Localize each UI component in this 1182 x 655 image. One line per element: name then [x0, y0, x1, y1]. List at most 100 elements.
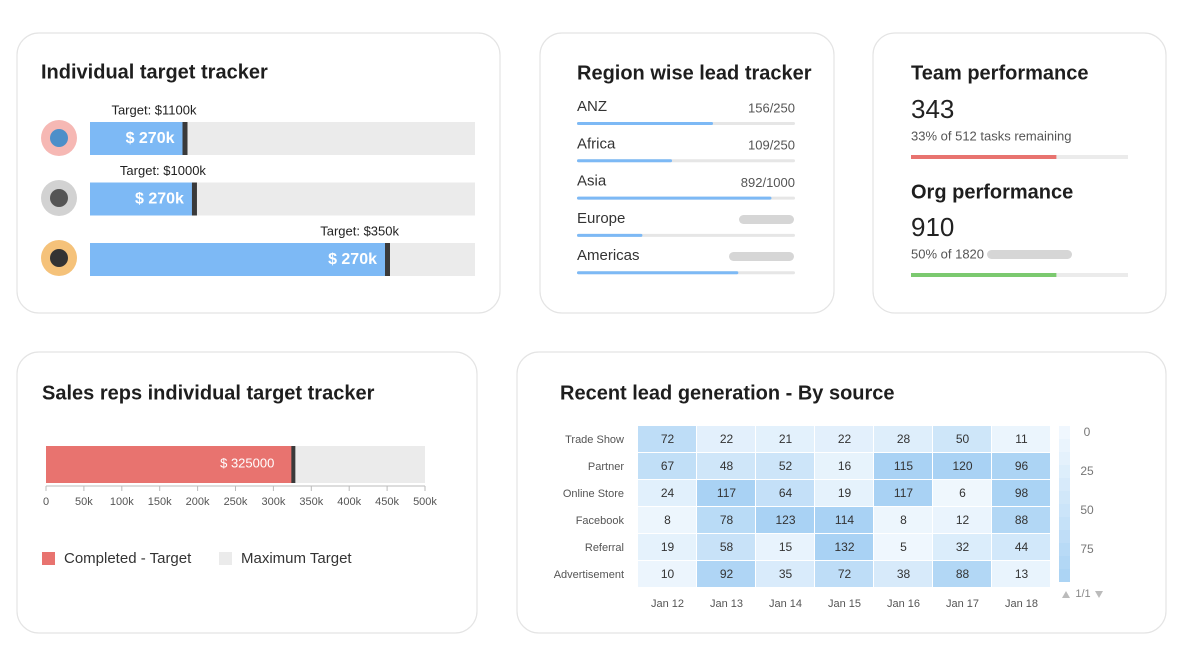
- heat-cell: [992, 426, 1050, 452]
- cell-label: 8: [900, 513, 907, 527]
- cell-label: 22: [720, 432, 734, 446]
- avatar-face: [50, 129, 68, 147]
- cell-label: 11: [1015, 432, 1028, 446]
- heat-cell: [756, 534, 814, 560]
- legend-swatch: [42, 552, 55, 565]
- value-label: $ 270k: [126, 130, 175, 147]
- cell-label: 15: [779, 540, 793, 554]
- colorbar-segment: [1059, 452, 1070, 465]
- legend-swatch: [219, 552, 232, 565]
- target-label: Target: $350k: [320, 223, 399, 238]
- heat-cell: [815, 480, 873, 506]
- x-tick-label: Jan 17: [946, 598, 979, 610]
- region-label: ANZ: [577, 98, 607, 115]
- cell-label: 6: [959, 486, 966, 500]
- value-label: $ 325000: [220, 455, 274, 470]
- cell-label: 10: [661, 567, 675, 581]
- colorbar-segment: [1059, 491, 1070, 504]
- heat-cell: [933, 534, 991, 560]
- region-value: 109/250: [748, 138, 795, 153]
- heat-cell: [697, 480, 755, 506]
- card-title: Org performance: [911, 181, 1073, 203]
- avatar-face: [50, 249, 68, 267]
- colorbar-label: 0: [1084, 425, 1091, 439]
- x-tick-label: Jan 18: [1005, 598, 1038, 610]
- heat-cell: [815, 453, 873, 479]
- y-tick-label: Referral: [585, 542, 624, 554]
- heat-cell: [874, 507, 932, 533]
- cell-label: 24: [661, 486, 675, 500]
- heat-cell: [697, 534, 755, 560]
- card-title: Region wise lead tracker: [577, 62, 812, 84]
- cell-label: 72: [661, 432, 675, 446]
- progress-bar: [577, 196, 772, 200]
- cell-label: 123: [775, 513, 795, 527]
- colorbar-label: 75: [1080, 542, 1094, 556]
- heat-cell: [874, 453, 932, 479]
- cell-label: 78: [720, 513, 734, 527]
- cell-label: 48: [720, 459, 734, 473]
- cell-label: 117: [894, 486, 913, 500]
- cell-label: 16: [838, 459, 852, 473]
- colorbar-segment: [1059, 426, 1070, 439]
- card-title: Sales reps individual target tracker: [42, 382, 375, 404]
- heat-cell: [992, 480, 1050, 506]
- heat-cell: [815, 561, 873, 587]
- heat-cell: [638, 453, 696, 479]
- x-tick-label: Jan 14: [769, 598, 802, 610]
- x-tick-label: Jan 13: [710, 598, 743, 610]
- cell-label: 22: [838, 432, 852, 446]
- heat-cell: [933, 453, 991, 479]
- region-value: 892/1000: [741, 175, 795, 190]
- cell-label: 13: [1015, 567, 1029, 581]
- heat-cell: [815, 426, 873, 452]
- x-tick-label: 250k: [224, 496, 248, 508]
- card-title: Team performance: [911, 62, 1088, 84]
- cell-label: 88: [956, 567, 970, 581]
- pager-next: [1095, 591, 1103, 598]
- region-label: Africa: [577, 135, 616, 152]
- cell-label: 19: [838, 486, 852, 500]
- progress-bar: [577, 159, 673, 163]
- cell-label: 64: [779, 486, 793, 500]
- heat-cell: [933, 507, 991, 533]
- colorbar-label: 50: [1080, 503, 1094, 517]
- heat-cell: [756, 561, 814, 587]
- colorbar-label: 25: [1080, 464, 1094, 478]
- target-label: Target: $1000k: [120, 163, 207, 178]
- x-tick-label: 150k: [148, 496, 172, 508]
- heat-cell: [756, 507, 814, 533]
- x-tick-label: 200k: [186, 496, 210, 508]
- progress-bar: [90, 182, 194, 216]
- heat-cell: [992, 453, 1050, 479]
- marker: [182, 122, 188, 155]
- avatar-face: [50, 189, 68, 207]
- colorbar-segment: [1059, 439, 1070, 452]
- heat-cell: [992, 561, 1050, 587]
- x-tick-label: 450k: [375, 496, 399, 508]
- region-label: Asia: [577, 173, 607, 190]
- heat-cell: [697, 507, 755, 533]
- colorbar-segment: [1059, 543, 1070, 556]
- heat-cell: [815, 534, 873, 560]
- heat-cell: [638, 426, 696, 452]
- heat-cell: [697, 426, 755, 452]
- cell-label: 50: [956, 432, 970, 446]
- heat-cell: [933, 426, 991, 452]
- progress-bar: [90, 243, 387, 276]
- colorbar-segment: [1059, 465, 1070, 478]
- cell-label: 58: [720, 540, 734, 554]
- colorbar-segment: [1059, 530, 1070, 543]
- cell-label: 52: [779, 459, 793, 473]
- heat-cell: [992, 507, 1050, 533]
- card: [539, 32, 835, 314]
- region-label: Americas: [577, 247, 640, 264]
- progress-bar: [577, 122, 714, 125]
- kpi-subtitle: 50% of 1820: [911, 246, 984, 261]
- x-tick-label: 500k: [413, 496, 437, 508]
- cell-label: 44: [1015, 540, 1029, 554]
- cell-label: 96: [1015, 459, 1029, 473]
- x-tick-label: 0: [43, 496, 49, 508]
- x-tick-label: 400k: [337, 496, 361, 508]
